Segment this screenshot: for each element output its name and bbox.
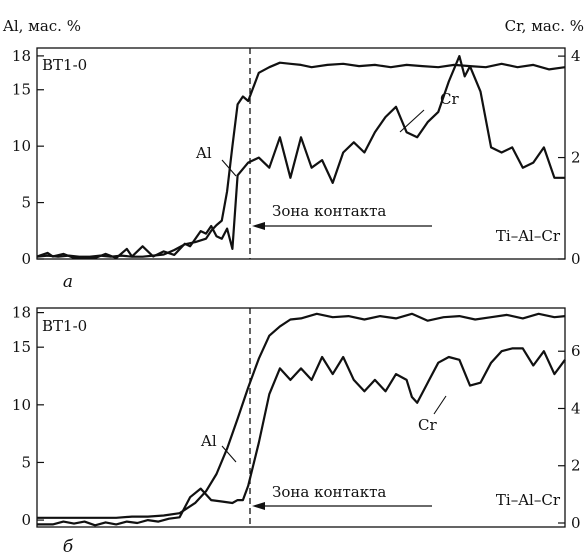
left-tick-label: 15	[12, 81, 31, 99]
right-tick-label: 6	[571, 342, 581, 360]
series-line-cr	[36, 54, 565, 260]
right-tick-label: 0	[571, 250, 581, 268]
series-label-cr: Cr	[440, 90, 459, 108]
alloy-label: Ti–Al–Cr	[496, 227, 561, 245]
sample-label: ВТ1-0	[42, 317, 87, 335]
contact-zone-label: Зона контакта	[272, 483, 386, 501]
contact-arrow-head	[252, 222, 265, 230]
series-line-al	[36, 61, 566, 258]
left-tick-label: 18	[12, 47, 31, 65]
right-tick-label: 4	[571, 47, 581, 65]
series-label-cr: Cr	[418, 416, 437, 434]
al-label-pointer	[221, 445, 237, 463]
left-tick-label: 5	[21, 194, 31, 212]
plot-frame	[36, 307, 566, 528]
right-tick-label: 0	[571, 514, 581, 532]
panel-letter: a	[63, 272, 73, 292]
series-label-al: Al	[200, 432, 217, 450]
series-label-al: Al	[195, 144, 212, 162]
panel-letter: б	[63, 537, 74, 555]
panel-b: 0 5 10 15 18 0 2 4 6 ВТ1-0 Ti–Al–Cr Зона контакта Al…	[12, 304, 581, 555]
al-label-pointer	[221, 159, 237, 177]
left-tick-label: 15	[12, 338, 31, 356]
right-tick-label: 4	[571, 399, 581, 417]
sample-label: ВТ1-0	[42, 56, 87, 74]
left-axis-label: Al, мас. %	[2, 17, 81, 35]
right-axis-label: Cr, мас. %	[505, 17, 584, 35]
series-line-al	[37, 312, 566, 519]
left-tick-label: 0	[21, 250, 31, 268]
left-tick-label: 0	[21, 511, 31, 529]
left-tick-label: 5	[21, 453, 31, 471]
contact-zone-label: Зона контакта	[272, 202, 386, 220]
alloy-label: Ti–Al–Cr	[496, 491, 561, 509]
right-tick-label: 2	[571, 457, 581, 475]
plot-frame	[36, 47, 566, 260]
left-tick-label: 18	[12, 304, 31, 322]
left-tick-label: 10	[12, 137, 31, 155]
cr-label-pointer	[399, 109, 425, 133]
contact-arrow-head	[252, 502, 265, 510]
right-tick-label: 2	[571, 149, 581, 167]
left-tick-label: 10	[12, 396, 31, 414]
series-line-cr	[37, 347, 566, 527]
panel-a: 0 5 10 15 18 0 2 4 ВТ1-0 Ti–Al–Cr Зона контакта Al C…	[12, 47, 581, 292]
cr-label-pointer	[433, 395, 447, 415]
